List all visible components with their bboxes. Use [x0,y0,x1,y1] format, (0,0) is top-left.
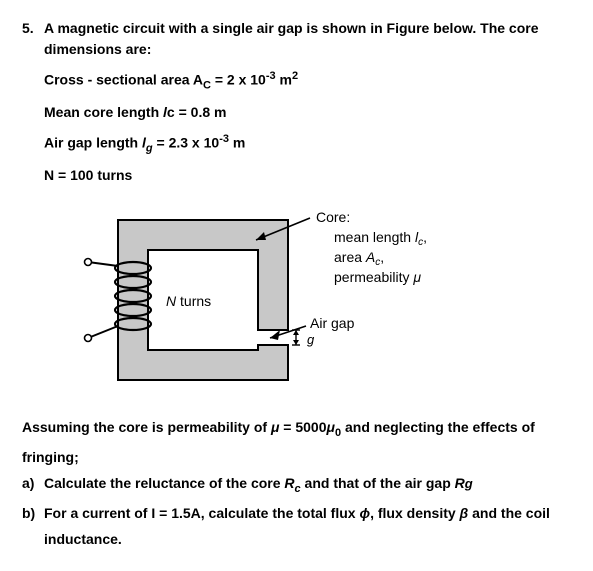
assumption-line: Assuming the core is permeability of μ =… [22,414,571,470]
part-b-label: b) [22,500,44,553]
magnetic-circuit-diagram: Core: mean length lc, area Ac, permeabil… [78,200,498,400]
part-a: a) Calculate the reluctance of the core … [22,470,571,500]
airgap-arrowhead [270,330,280,340]
terminal-top [85,258,92,265]
air-gap-label: Air gap [310,315,355,331]
question-number: 5. [22,18,44,60]
core-line3: permeability μ [334,269,421,285]
core-line2: area Ac, [334,249,384,268]
question-header: 5. A magnetic circuit with a single air … [22,18,571,60]
intro-line-2: dimensions are: [44,41,151,57]
lead-top [88,262,118,266]
part-b-text: For a current of I = 1.5A, calculate the… [44,500,550,553]
air-gap-length-line: Air gap length lg = 2.3 x 10-3 m [22,131,571,157]
cross-section-line: Cross - sectional area AC = 2 x 10-3 m2 [22,68,571,94]
terminal-bottom [85,334,92,341]
lead-bottom [88,326,118,338]
intro-line-1: A magnetic circuit with a single air gap… [44,20,539,36]
mean-core-length-line: Mean core length lc = 0.8 m [22,102,571,123]
question-intro: A magnetic circuit with a single air gap… [44,18,539,60]
core-line1: mean length lc, [334,229,427,248]
turns-line: N = 100 turns [22,165,571,186]
n-turns-label: N turns [166,293,211,309]
figure: Core: mean length lc, area Ac, permeabil… [78,200,571,400]
part-a-text: Calculate the reluctance of the core Rc … [44,470,473,500]
core-label: Core: [316,209,350,225]
g-label: g [307,332,315,347]
part-a-label: a) [22,470,44,500]
part-b: b) For a current of I = 1.5A, calculate … [22,500,571,553]
